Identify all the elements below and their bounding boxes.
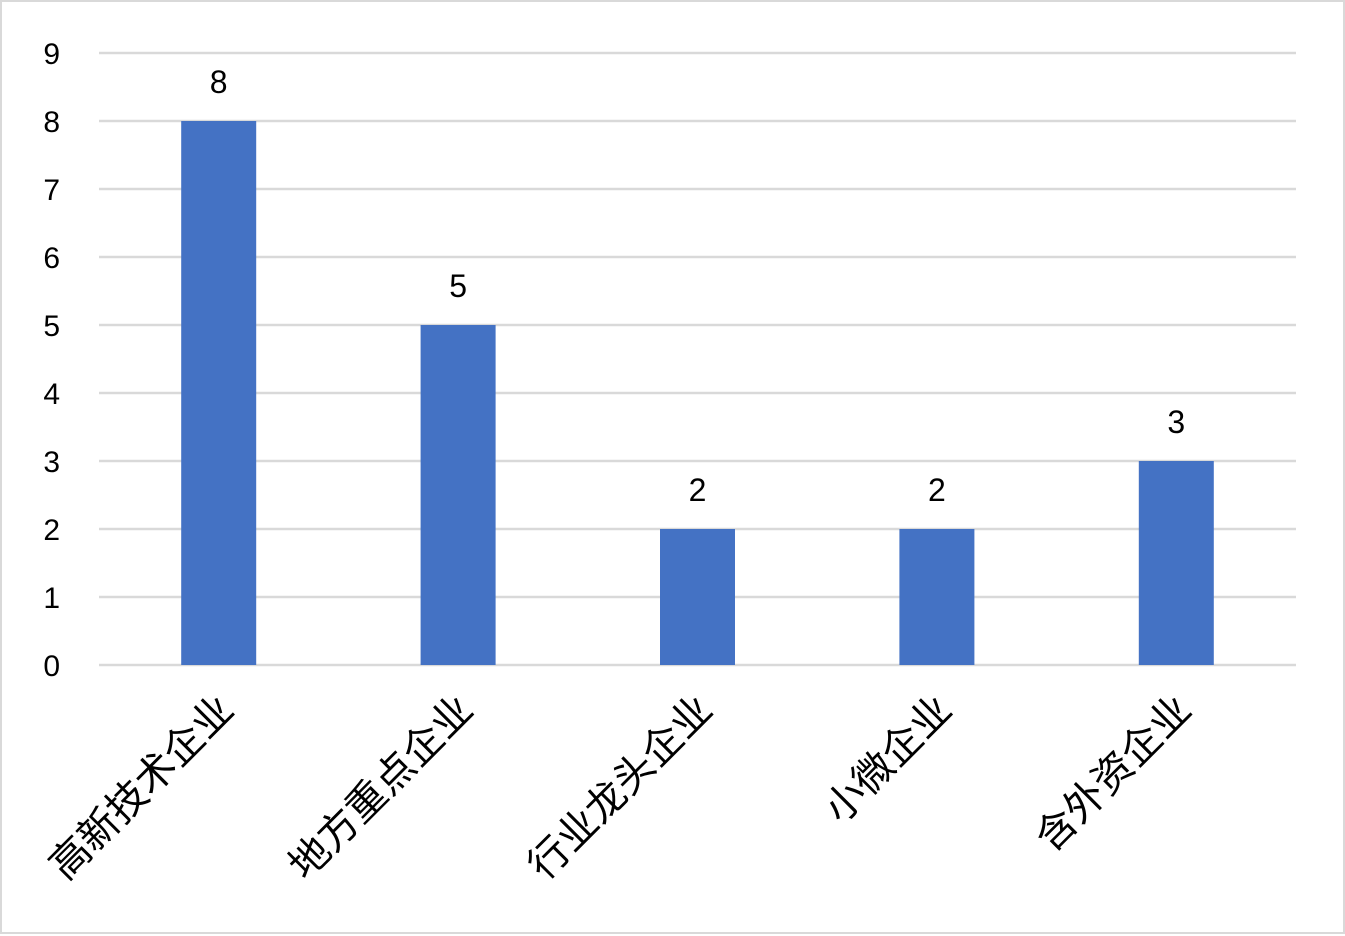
bar xyxy=(660,529,735,665)
y-tick-label: 2 xyxy=(43,514,60,547)
y-tick-label: 1 xyxy=(43,582,60,615)
bar xyxy=(899,529,975,665)
y-tick-label: 0 xyxy=(43,650,60,683)
y-tick-label: 5 xyxy=(43,310,60,343)
y-tick-label: 8 xyxy=(43,106,60,139)
x-axis-categories: 高新技术企业 地方重点企业 行业龙头企业 小微企业 含外资企业 xyxy=(41,687,1201,889)
y-tick-label: 6 xyxy=(43,242,60,275)
category-label: 高新技术企业 xyxy=(41,687,243,889)
bars xyxy=(181,121,1214,665)
category-label: 含外资企业 xyxy=(1026,687,1200,861)
y-tick-label: 3 xyxy=(43,446,60,479)
y-tick-label: 4 xyxy=(43,378,60,411)
y-tick-label: 9 xyxy=(43,38,60,71)
data-label: 3 xyxy=(1167,404,1185,440)
data-labels: 8 5 2 2 3 xyxy=(210,64,1185,508)
category-label: 地方重点企业 xyxy=(280,687,482,889)
category-label: 小微企业 xyxy=(815,687,961,833)
data-label: 2 xyxy=(928,472,946,508)
data-label: 5 xyxy=(449,268,467,304)
gridlines xyxy=(99,51,1296,667)
bar xyxy=(420,325,496,665)
bar xyxy=(1138,461,1214,665)
data-label: 2 xyxy=(689,472,707,508)
data-label: 8 xyxy=(210,64,228,100)
category-label: 行业龙头企业 xyxy=(519,687,721,889)
y-tick-label: 7 xyxy=(43,174,60,207)
bar xyxy=(181,121,257,665)
y-axis-ticks: 0 1 2 3 4 5 6 7 8 9 xyxy=(43,38,60,683)
